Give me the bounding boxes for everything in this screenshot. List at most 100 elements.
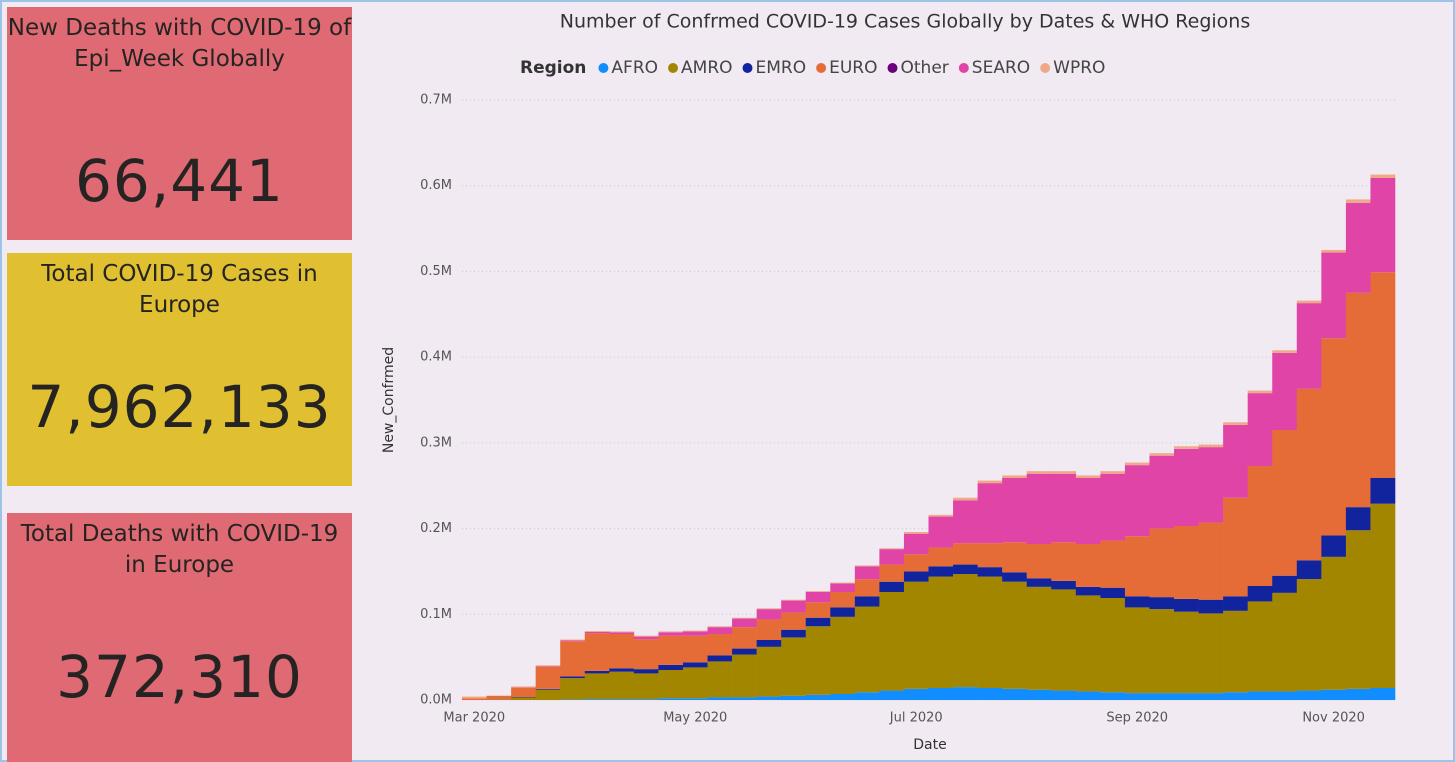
bar-segment [1051,542,1077,581]
bar-segment [1345,199,1371,203]
bar-segment [1370,272,1396,478]
bar-segment [584,631,610,632]
bar-segment [1321,250,1347,253]
bar-segment [953,574,978,688]
bar-segment [732,618,757,628]
bar-segment [535,689,561,700]
bar-segment [854,566,880,580]
card-title: Total COVID-19 Cases in Europe [41,261,318,318]
bar-segment [854,596,880,607]
bar-segment [953,564,978,574]
bar-segment [535,688,561,690]
bar-segment [879,564,905,582]
bar-segment [1198,522,1224,600]
bar-segment [560,641,586,677]
bar-segment [560,639,586,641]
card-value: 372,310 [56,643,303,711]
bar-segment [756,646,782,697]
bar-segment [781,612,807,630]
bar-segment [609,671,635,700]
bar-segment [928,576,954,688]
bar-segment [535,666,561,689]
bar-segment [756,619,782,640]
bar-segment [879,690,905,700]
bar-segment [805,592,831,603]
bar-segment [584,670,610,674]
bar-segment [1051,580,1077,590]
x-tick-label: Nov 2020 [1302,711,1365,726]
bar-segment [1100,692,1126,700]
legend-label: SEARO [972,58,1030,78]
bar-segment [928,688,954,700]
bar-segment [1002,542,1028,573]
bar-segment [977,483,1003,544]
bar-segment [1124,536,1150,597]
x-tick-label: Mar 2020 [443,711,505,726]
bar-segment [1272,575,1298,593]
bar-segment [682,635,708,663]
bar-segment [1075,475,1101,478]
legend-marker [816,63,827,73]
bar-segment [560,640,586,642]
bar-segment [511,686,536,688]
legend-marker [887,63,898,73]
bar-segment [1174,526,1199,599]
bar-segment [609,699,635,700]
bar-segment [1002,572,1028,582]
bar-segment [928,547,954,567]
y-axis-title: New_Confrmed [381,347,397,453]
bar-segment [633,635,659,637]
x-tick-label: May 2020 [663,711,727,726]
bar-segment [1247,393,1273,466]
bar-segment [1149,609,1175,694]
legend-label: AMRO [681,58,733,78]
card-title: New Deaths with COVID-19 of Epi_Week Glo… [7,15,352,72]
chart: Number of Confrmed COVID-19 Cases Global… [381,11,1396,753]
card-title: Total Deaths with COVID-19 in Europe [20,521,339,578]
bar-segment [1272,691,1298,700]
bar-segment [732,697,757,700]
bar-segment [1247,586,1273,602]
bar-segment [953,687,978,700]
bar-segment [1026,578,1052,587]
bar-segment [928,514,954,517]
bar-segment [1345,507,1371,531]
bar-segment [707,661,733,698]
bar-segment [1075,595,1101,692]
bar-segment [584,631,610,634]
bar-segment [1272,430,1298,576]
bar-segment [1198,447,1224,523]
bar-segment [781,637,807,696]
bar-segment [609,631,635,633]
bar-segment [903,571,929,582]
bar-segment [609,668,635,672]
bar-segment [1272,592,1298,692]
bar-segment [1272,350,1298,353]
bar-segment [1002,478,1028,543]
x-axis-title: Date [913,737,946,753]
kpi-card: New Deaths with COVID-19 of Epi_Week Glo… [7,7,352,240]
bar-segment [1100,471,1126,474]
bar-segment [879,592,905,691]
bar-segment [1174,598,1199,612]
bar-segment [1198,444,1224,448]
bar-segment [682,667,708,699]
y-tick-label: 0.0M [420,693,452,708]
card-value: 66,441 [75,147,284,215]
bar-segment [1124,596,1150,608]
bar-segment [903,532,929,534]
bar-segment [1223,692,1248,700]
bar-segment [1100,587,1126,598]
x-tick-label: Jul 2020 [889,711,943,726]
bar-segment [1124,462,1150,466]
legend-marker [742,63,753,73]
bar-segment [928,566,954,577]
kpi-card: Total Deaths with COVID-19 in Europe 372… [7,513,352,762]
bar-segment [1296,579,1322,691]
bar-segment [830,592,856,608]
bar-segment [658,670,684,699]
bar-segment [707,634,733,656]
legend-label: EMRO [756,58,807,78]
bar-segment [1370,478,1396,504]
legend-label: EURO [829,58,877,78]
